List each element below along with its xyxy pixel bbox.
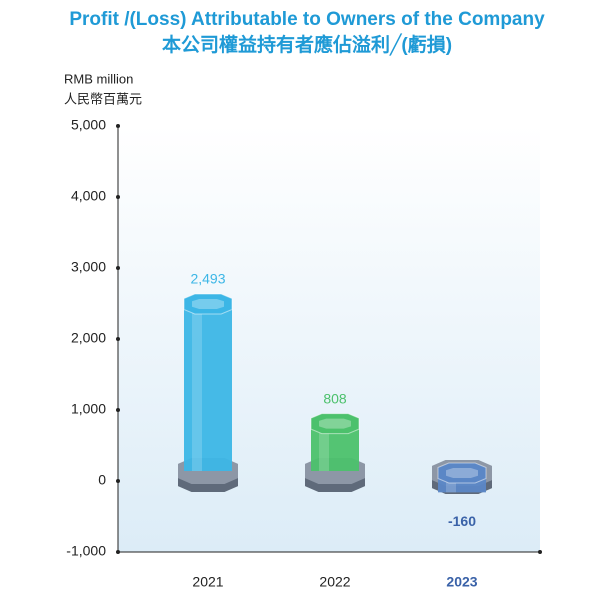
bar-cap [310, 413, 360, 435]
y-tick-label: 0 [98, 472, 106, 488]
y-tick-label: 5,000 [71, 117, 106, 133]
tick-mark [116, 124, 120, 128]
bar-cap-inner [446, 468, 478, 478]
bar-cap [183, 293, 233, 315]
y-tick-label: 1,000 [71, 401, 106, 417]
tick-mark [116, 408, 120, 412]
x-tick-label: 2023 [446, 574, 477, 589]
bar-highlight [319, 423, 329, 471]
value-label: 2,493 [190, 271, 225, 287]
tick-mark [116, 266, 120, 270]
chart-title: Profit /(Loss) Attributable to Owners of… [69, 9, 545, 30]
chart-subtitle: 本公司權益持有者應佔溢利╱(虧損) [162, 33, 452, 56]
y-axis-label: RMB million [64, 71, 133, 86]
tick-mark [116, 337, 120, 341]
x-tick-label: 2021 [192, 574, 223, 589]
bar [184, 303, 232, 471]
tick-mark [116, 550, 120, 554]
y-tick-label: 2,000 [71, 330, 106, 346]
y-tick-label: -1,000 [66, 543, 106, 559]
y-tick-label: 3,000 [71, 259, 106, 275]
bar-cap-inner [319, 418, 351, 429]
bar-cap [437, 462, 487, 484]
bar-cap-inner [192, 298, 224, 309]
bar-highlight [192, 303, 202, 471]
y-axis-label: 人民幣百萬元 [64, 91, 142, 106]
tick-mark [116, 479, 120, 483]
axis-end [538, 550, 542, 554]
x-tick-label: 2022 [319, 574, 350, 589]
tick-mark [116, 195, 120, 199]
y-tick-label: 4,000 [71, 188, 106, 204]
value-label: -160 [448, 513, 476, 529]
value-label: 808 [323, 390, 347, 406]
